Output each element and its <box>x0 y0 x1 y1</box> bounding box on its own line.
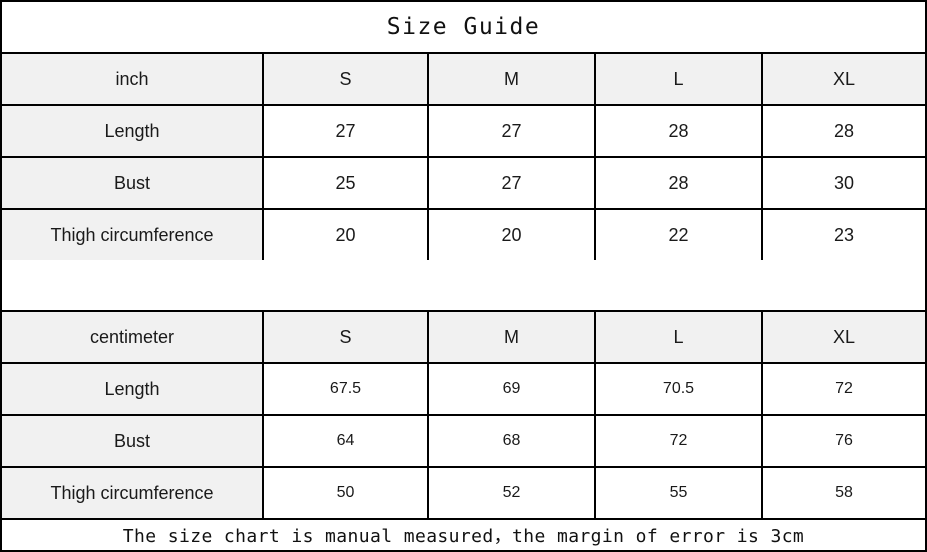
value-cell: 64 <box>264 416 429 466</box>
table-row: Length 67.5 69 70.5 72 <box>2 364 925 416</box>
row-label-cell: Bust <box>2 158 264 208</box>
row-label-cell: Thigh circumference <box>2 210 264 260</box>
value-cell: 50 <box>264 468 429 518</box>
cm-size-header-m: M <box>429 312 596 362</box>
inch-size-header-l: L <box>596 54 763 104</box>
title-row: Size Guide <box>2 2 925 54</box>
value-cell: 58 <box>763 468 925 518</box>
row-label-cell: Length <box>2 364 264 414</box>
value-cell: 20 <box>429 210 596 260</box>
table-row: Bust 25 27 28 30 <box>2 158 925 210</box>
table-row: Thigh circumference 20 20 22 23 <box>2 210 925 260</box>
footer-note: The size chart is manual measured，the ma… <box>122 526 805 547</box>
row-label-cell: Thigh circumference <box>2 468 264 518</box>
value-cell: 22 <box>596 210 763 260</box>
value-cell: 67.5 <box>264 364 429 414</box>
value-cell: 28 <box>596 158 763 208</box>
cm-unit-header: centimeter <box>2 312 264 362</box>
inch-table: inch S M L XL Length 27 27 <box>2 54 925 260</box>
page-title: Size Guide <box>386 14 541 40</box>
table-row: Bust 64 68 72 76 <box>2 416 925 468</box>
cm-header-row: centimeter S M L XL <box>2 312 925 364</box>
inch-size-header-s: S <box>264 54 429 104</box>
value-cell: 27 <box>429 106 596 156</box>
value-cell: 52 <box>429 468 596 518</box>
value-cell: 70.5 <box>596 364 763 414</box>
inch-unit-header: inch <box>2 54 264 104</box>
value-cell: 20 <box>264 210 429 260</box>
row-label-cell: Length <box>2 106 264 156</box>
value-cell: 72 <box>596 416 763 466</box>
inch-header-row: inch S M L XL <box>2 54 925 106</box>
inch-size-header-m: M <box>429 54 596 104</box>
value-cell: 27 <box>429 158 596 208</box>
inch-size-header-xl: XL <box>763 54 925 104</box>
value-cell: 68 <box>429 416 596 466</box>
centimeter-table: centimeter S M L XL Length 67.5 69 <box>2 312 925 518</box>
value-cell: 76 <box>763 416 925 466</box>
value-cell: 28 <box>596 106 763 156</box>
cm-size-header-s: S <box>264 312 429 362</box>
row-label-cell: Bust <box>2 416 264 466</box>
value-cell: 25 <box>264 158 429 208</box>
cm-size-header-xl: XL <box>763 312 925 362</box>
value-cell: 23 <box>763 210 925 260</box>
value-cell: 27 <box>264 106 429 156</box>
value-cell: 72 <box>763 364 925 414</box>
footer-note-row: The size chart is manual measured，the ma… <box>2 518 925 550</box>
value-cell: 30 <box>763 158 925 208</box>
value-cell: 28 <box>763 106 925 156</box>
value-cell: 55 <box>596 468 763 518</box>
table-row: Length 27 27 28 28 <box>2 106 925 158</box>
table-spacer-row <box>2 260 925 312</box>
value-cell: 69 <box>429 364 596 414</box>
cm-size-header-l: L <box>596 312 763 362</box>
table-row: Thigh circumference 50 52 55 58 <box>2 468 925 518</box>
